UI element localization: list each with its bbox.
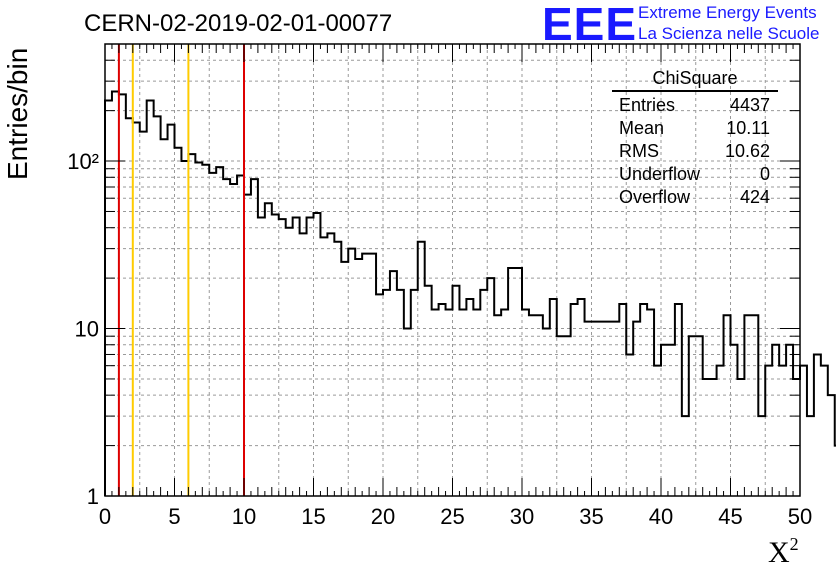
stats-value: 0: [759, 164, 770, 184]
eee-logo: EEE: [542, 0, 638, 50]
logo-subtitle-line1: Extreme Energy Events: [638, 3, 817, 22]
x-axis-label-base: X: [768, 536, 790, 569]
x-tick-label: 20: [371, 504, 395, 529]
stats-value: 4437: [729, 95, 770, 115]
x-tick-label: 40: [649, 504, 673, 529]
stats-row-rms: RMS 10.62: [612, 140, 778, 163]
stats-label: Overflow: [619, 187, 691, 207]
x-tick-label: 50: [788, 504, 812, 529]
logo-subtitle-line2: La Scienza nelle Scuole: [638, 24, 820, 43]
x-tick-label: 25: [440, 504, 464, 529]
x-tick-label: 10: [232, 504, 256, 529]
stats-box-divider: [612, 90, 778, 92]
y-tick-label: 1: [87, 484, 99, 509]
stats-row-entries: Entries 4437: [612, 94, 778, 117]
y-tick-label: 10: [75, 317, 99, 342]
x-tick-label: 35: [579, 504, 603, 529]
stats-label: RMS: [619, 141, 659, 161]
x-tick-label: 15: [301, 504, 325, 529]
histogram-series: [104, 90, 836, 496]
stats-label: Mean: [619, 118, 665, 138]
y-tick-label: 10²: [67, 149, 99, 174]
stats-row-overflow: Overflow 424: [612, 186, 778, 209]
stats-value: 10.62: [724, 141, 770, 161]
stats-value: 424: [739, 187, 770, 207]
x-tick-label: 5: [168, 504, 180, 529]
stats-box-name: ChiSquare: [652, 68, 738, 88]
stats-row-mean: Mean 10.11: [612, 117, 778, 140]
stats-box: ChiSquare Entries 4437 Mean 10.11 RMS 10…: [612, 67, 778, 209]
stats-row-underflow: Underflow 0: [612, 163, 778, 186]
chart-title: CERN-02-2019-02-01-00077: [84, 10, 393, 37]
x-axis-label-superscript: 2: [789, 534, 799, 554]
stats-label: Underflow: [619, 164, 701, 184]
x-tick-label: 45: [718, 504, 742, 529]
x-tick-label: 0: [99, 504, 111, 529]
x-tick-label: 30: [510, 504, 534, 529]
stats-value: 10.11: [726, 118, 770, 138]
stats-label: Entries: [619, 95, 676, 115]
x-axis-label: X2: [768, 534, 799, 570]
y-axis-label: Entries/bin: [2, 47, 33, 180]
